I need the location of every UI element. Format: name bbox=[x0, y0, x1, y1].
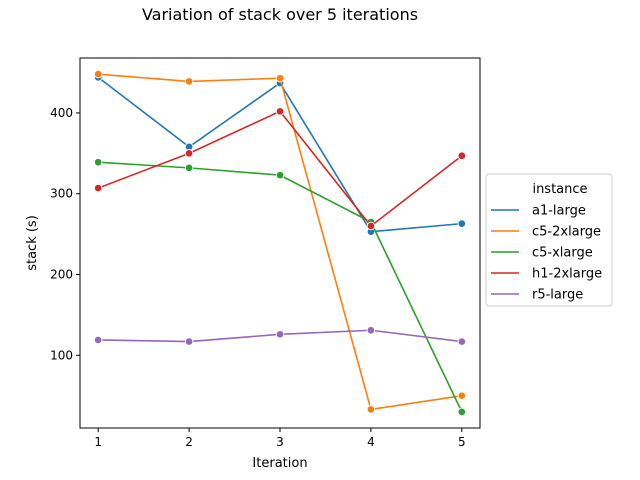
legend-title: instance bbox=[532, 182, 587, 197]
data-point-h1-2xlarge bbox=[366, 221, 376, 231]
x-axis-label: Iteration bbox=[252, 456, 307, 471]
x-tick-label: 2 bbox=[185, 435, 193, 449]
y-tick-label: 100 bbox=[50, 348, 73, 362]
data-point-c5-2xlarge bbox=[366, 405, 376, 414]
legend: instance a1-large c5-2xlarge c5-xlarge h1-2… bbox=[485, 173, 613, 307]
data-point-c5-xlarge bbox=[457, 407, 467, 417]
x-tick-label: 1 bbox=[94, 435, 102, 449]
series-layer bbox=[93, 69, 467, 417]
chart-title: Variation of stack over 5 iterations bbox=[142, 5, 418, 24]
y-axis-label: stack (s) bbox=[25, 215, 40, 271]
series-a1-large bbox=[93, 73, 467, 236]
y-tick-label: 400 bbox=[50, 106, 73, 120]
y-tick-label: 300 bbox=[50, 187, 73, 201]
series-line-c5-2xlarge bbox=[98, 73, 462, 411]
data-point-r5-large bbox=[275, 330, 285, 339]
data-point-h1-2xlarge bbox=[457, 151, 467, 161]
data-point-h1-2xlarge bbox=[93, 183, 103, 193]
data-point-h1-2xlarge bbox=[184, 149, 194, 158]
data-point-c5-xlarge bbox=[184, 163, 194, 173]
legend-label-c5-2xlarge: c5-2xlarge bbox=[532, 225, 601, 240]
legend-label-h1-2xlarge: h1-2xlarge bbox=[532, 267, 602, 282]
data-point-a1-large bbox=[457, 219, 467, 228]
legend-label-r5-large: r5-large bbox=[532, 288, 583, 303]
series-h1-2xlarge bbox=[93, 107, 467, 231]
legend-items: a1-large c5-2xlarge c5-xlarge h1-2xlarge r5-… bbox=[491, 204, 602, 303]
x-tick-label: 4 bbox=[367, 435, 375, 449]
axis-ticks: 1 2 3 4 5 100 200 300 400 bbox=[50, 106, 466, 449]
legend-label-a1-large: a1-large bbox=[532, 204, 586, 219]
series-line-a1-large bbox=[97, 76, 462, 233]
series-c5-xlarge bbox=[93, 157, 467, 417]
x-tick-label: 3 bbox=[276, 435, 284, 449]
data-point-c5-xlarge bbox=[93, 157, 103, 167]
series-line-c5-xlarge bbox=[98, 161, 463, 413]
data-point-c5-2xlarge bbox=[93, 69, 103, 79]
series-r5-large bbox=[93, 325, 467, 346]
data-point-h1-2xlarge bbox=[275, 107, 285, 116]
data-point-r5-large bbox=[93, 335, 103, 345]
data-point-r5-large bbox=[457, 337, 467, 346]
series-c5-2xlarge bbox=[93, 69, 467, 414]
data-point-r5-large bbox=[184, 337, 194, 346]
data-point-c5-xlarge bbox=[275, 170, 285, 180]
series-line-h1-2xlarge bbox=[97, 110, 463, 228]
x-tick-label: 5 bbox=[458, 435, 466, 449]
data-point-c5-2xlarge bbox=[184, 77, 194, 86]
legend-label-c5-xlarge: c5-xlarge bbox=[532, 246, 593, 261]
data-point-r5-large bbox=[366, 325, 376, 335]
data-point-c5-2xlarge bbox=[457, 391, 467, 400]
y-tick-label: 200 bbox=[50, 268, 73, 282]
data-point-c5-2xlarge bbox=[275, 73, 285, 83]
